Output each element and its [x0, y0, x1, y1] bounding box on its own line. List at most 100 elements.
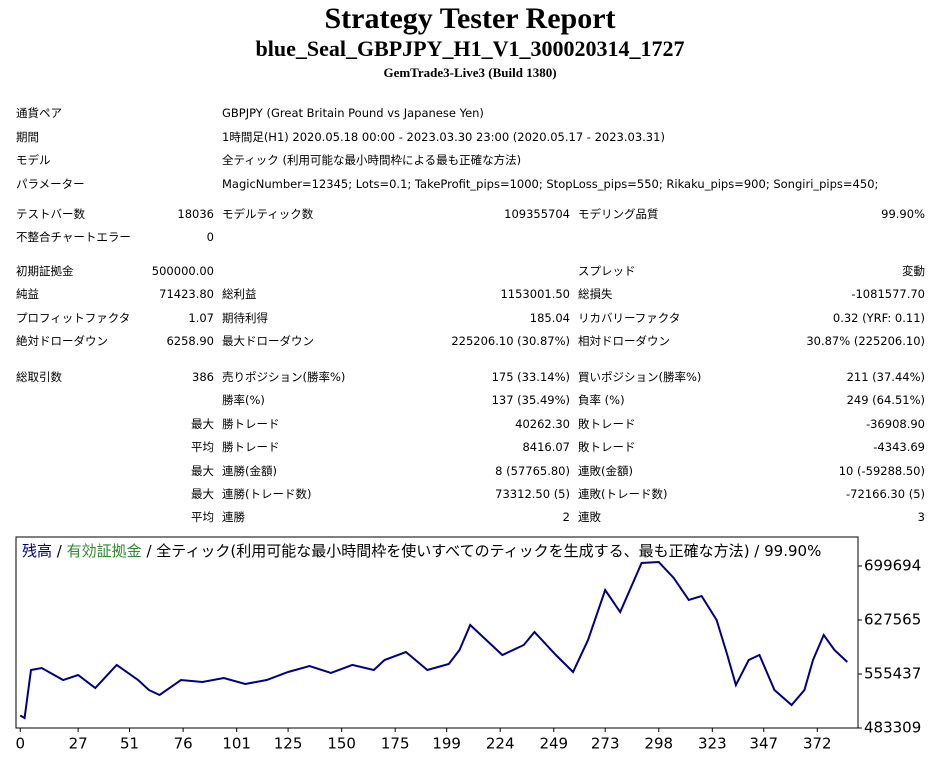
x-tick-label: 27 — [69, 735, 88, 753]
stat-value: 137 (35.49%) — [491, 393, 570, 408]
stat-value: -1081577.70 — [851, 287, 925, 302]
stat-label: 不整合チャートエラー — [16, 230, 131, 245]
stat-label: 敗トレード — [578, 416, 636, 431]
stat-label: 連敗(トレード数) — [578, 487, 668, 501]
stat-value: 3 — [917, 510, 925, 525]
stat-label: 買いポジション(勝率%) — [578, 370, 702, 384]
stat-value: 平均 — [191, 510, 214, 525]
stat-value: 最大 — [191, 416, 214, 431]
stat-label: 絶対ドローダウン — [16, 334, 108, 349]
x-tick-label: 125 — [274, 735, 303, 753]
stat-value: 0 — [206, 230, 214, 245]
stat-label: スプレッド — [578, 264, 636, 278]
stat-label: 初期証拠金 — [16, 264, 74, 278]
stat-label: テストバー数 — [16, 207, 85, 221]
stat-label: 総利益 — [222, 287, 257, 302]
stat-label: 連勝(トレード数) — [222, 487, 312, 501]
setting-label: 期間 — [16, 129, 39, 144]
stat-label: 負率 (%) — [578, 393, 625, 408]
stat-value: 0.32 (YRF: 0.11) — [832, 310, 925, 325]
stat-value: 1.07 — [188, 310, 214, 325]
stat-label: 期待利得 — [222, 310, 268, 325]
setting-value: MagicNumber=12345; Lots=0.1; TakeProfit_… — [222, 176, 879, 191]
legend-equity: 有効証拠金 — [67, 542, 142, 560]
stat-value: 500000.00 — [151, 264, 214, 278]
stat-label: モデルティック数 — [222, 207, 314, 221]
setting-label: パラメーター — [16, 176, 85, 191]
legend: 残高 / 有効証拠金 / 全ティック(利用可能な最小時間枠を使いすべてのティック… — [22, 542, 821, 560]
stat-value: 2 — [562, 510, 570, 525]
y-tick-label: 699694 — [864, 556, 921, 574]
stat-value: 175 (33.14%) — [491, 370, 570, 384]
stat-label: 勝トレード — [222, 440, 280, 455]
stat-value: 6258.90 — [166, 334, 214, 349]
stat-value: 最大 — [191, 487, 214, 501]
stat-value: 1153001.50 — [500, 287, 570, 302]
stat-value: 109355704 — [504, 207, 570, 221]
stat-label: 相対ドローダウン — [578, 334, 670, 349]
x-tick-label: 175 — [381, 735, 410, 753]
stat-value: 30.87% (225206.10) — [806, 334, 925, 349]
stat-value: -36908.90 — [865, 416, 925, 431]
build: GemTrade3-Live3 (Build 1380) — [383, 65, 557, 80]
stat-value: 71423.80 — [159, 287, 214, 302]
stat-value: 249 (64.51%) — [846, 393, 925, 408]
stat-label: 連敗 — [578, 510, 601, 525]
subtitle: blue_Seal_GBPJPY_H1_V1_300020314_1727 — [255, 36, 685, 61]
stat-label: 連敗(金額) — [578, 463, 633, 478]
stat-label: 勝トレード — [222, 416, 280, 431]
stat-value: 40262.30 — [515, 416, 570, 431]
stat-label: 連勝(金額) — [222, 463, 277, 478]
legend-separator: / — [57, 542, 63, 560]
stat-label: 総取引数 — [16, 370, 62, 384]
x-tick-label: 0 — [16, 735, 26, 753]
stat-value: 8416.07 — [522, 440, 570, 455]
stat-label: 連勝 — [222, 510, 245, 525]
setting-value: GBPJPY (Great Britain Pound vs Japanese … — [222, 106, 484, 120]
stat-value: 386 — [192, 370, 214, 384]
x-tick-label: 249 — [539, 735, 568, 753]
balance-line — [19, 560, 848, 720]
stat-value: 73312.50 (5) — [495, 487, 570, 501]
legend-balance: 残高 — [22, 542, 52, 560]
stat-value: 最大 — [191, 463, 214, 478]
y-tick-label: 555437 — [864, 664, 921, 682]
setting-label: 通貨ペア — [16, 106, 62, 120]
stat-label: 総損失 — [578, 287, 613, 302]
setting-label: モデル — [16, 153, 51, 167]
x-tick-label: 372 — [803, 735, 832, 753]
stat-value: 185.04 — [529, 310, 570, 325]
stat-value: 平均 — [191, 440, 214, 455]
stat-value: -4343.69 — [873, 440, 925, 455]
stat-label: 勝率(%) — [222, 393, 265, 408]
stat-label: 純益 — [16, 287, 39, 302]
x-tick-label: 150 — [327, 735, 356, 753]
stat-value: 211 (37.44%) — [846, 370, 925, 384]
stat-label: 敗トレード — [578, 440, 636, 455]
stat-value: 8 (57765.80) — [495, 463, 570, 478]
stat-value: 99.90% — [881, 207, 925, 221]
x-tick-label: 298 — [644, 735, 673, 753]
x-tick-label: 224 — [486, 735, 515, 753]
x-tick-label: 199 — [432, 735, 461, 753]
x-tick-label: 323 — [698, 735, 727, 753]
stat-label: リカバリーファクタ — [578, 310, 681, 325]
plot-frame — [15, 536, 859, 729]
stat-value: 変動 — [902, 264, 925, 278]
x-tick-label: 51 — [120, 735, 139, 753]
y-tick-label: 627565 — [864, 610, 921, 628]
x-tick-label: 273 — [591, 735, 620, 753]
stat-value: 18036 — [177, 207, 214, 221]
setting-value: 全ティック (利用可能な最小時間枠による最も正確な方法) — [222, 153, 522, 167]
legend-note: 全ティック(利用可能な最小時間枠を使いすべてのティックを生成する、最も正確な方法… — [156, 542, 821, 560]
stat-value: 225206.10 (30.87%) — [451, 334, 570, 349]
x-tick-label: 347 — [749, 735, 778, 753]
stat-value: 10 (-59288.50) — [838, 463, 925, 478]
x-tick-label: 101 — [222, 735, 251, 753]
setting-value: 1時間足(H1) 2020.05.18 00:00 - 2023.03.30 2… — [222, 129, 665, 144]
stat-label: モデリング品質 — [578, 207, 659, 221]
title: Strategy Tester Report — [324, 2, 616, 35]
x-tick-label: 76 — [174, 735, 193, 753]
stat-label: 最大ドローダウン — [222, 334, 314, 349]
